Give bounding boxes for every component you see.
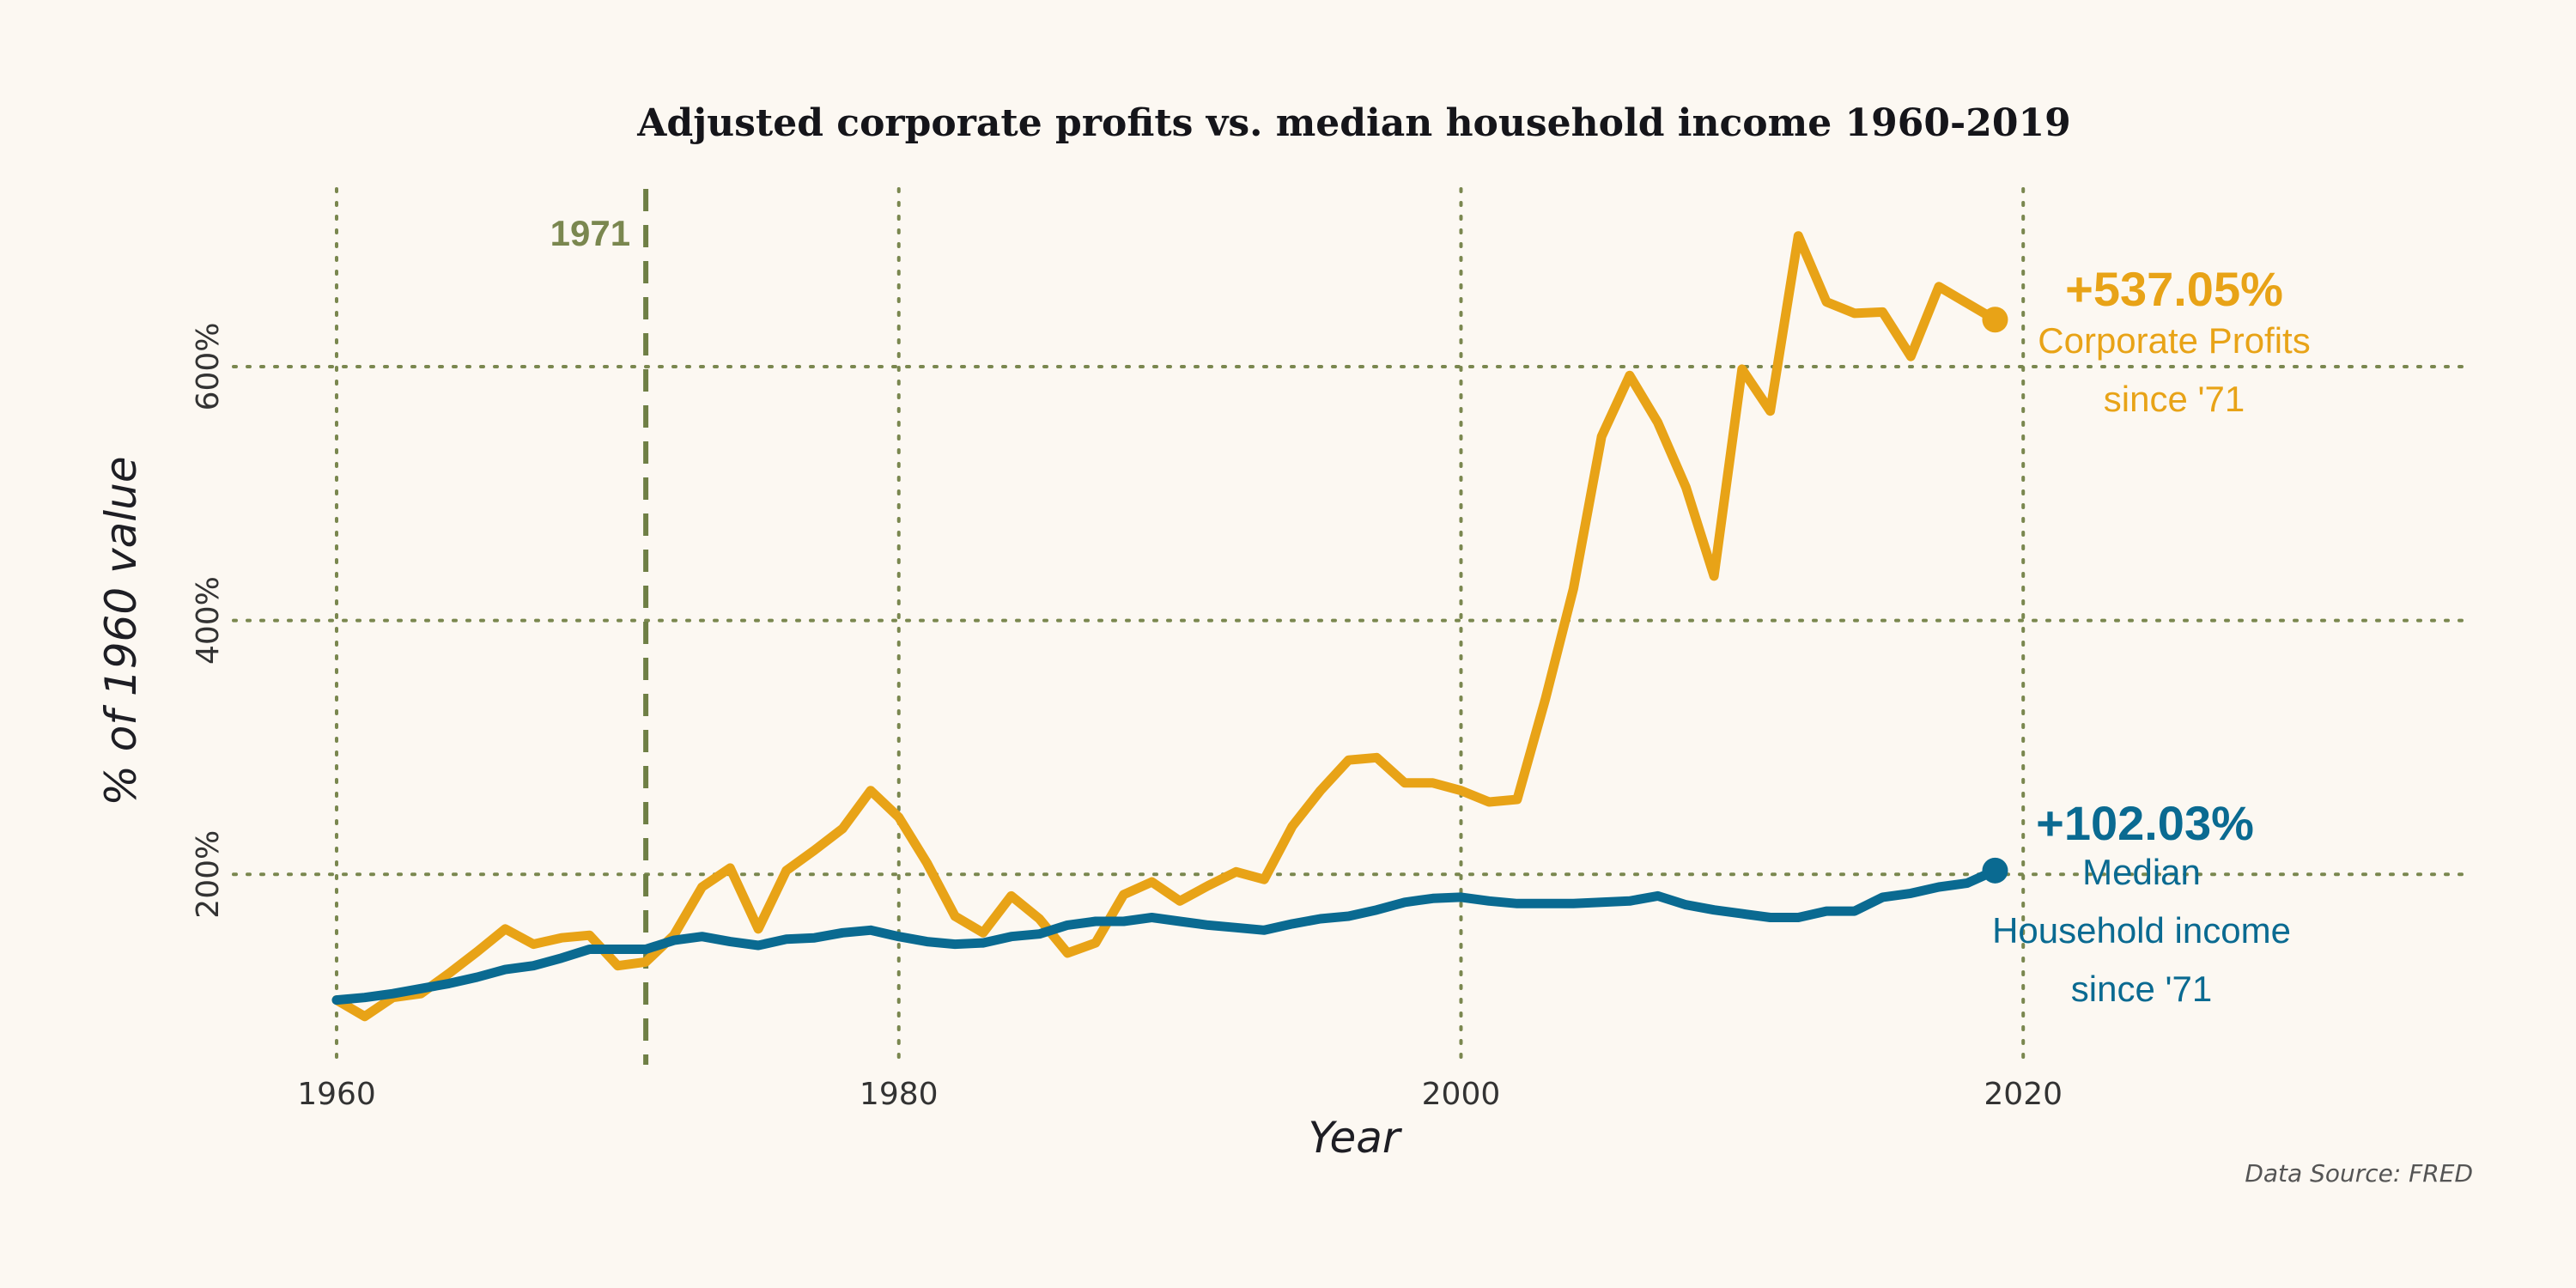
series-description-income: Household income	[1992, 910, 2291, 951]
chart-title: Adjusted corporate profits vs. median ho…	[636, 101, 2070, 145]
series-change-label-income: +102.03%	[2036, 796, 2254, 850]
x-axis-title: Year	[1308, 1113, 1402, 1163]
y-tick-label: 400%	[191, 576, 226, 665]
series-layer	[331, 231, 2008, 1022]
event-marker-label: 1971	[550, 213, 630, 253]
event-layer: 1971	[550, 189, 649, 1065]
series-description-profits: since '71	[2104, 379, 2245, 419]
tick-layer: 1960 1980 2000 2020 200% 400% 600%	[191, 322, 2063, 1112]
series-description-profits: Corporate Profits	[2038, 320, 2310, 361]
annotation-layer: +537.05%Corporate Profits since '71 +102.0…	[1992, 262, 2311, 1009]
series-change-label-profits: +537.05%	[2065, 262, 2283, 316]
series-end-point-income	[1982, 857, 2008, 884]
x-tick-label: 2020	[1984, 1077, 2063, 1112]
y-tick-label: 600%	[191, 322, 226, 410]
series-end-point-profits	[1982, 307, 2008, 333]
y-axis-title: % of 1960 value	[96, 456, 146, 805]
x-tick-label: 1960	[297, 1077, 376, 1112]
series-description-income: Median	[2082, 852, 2201, 892]
series-description-income: since '71	[2071, 969, 2212, 1009]
y-tick-label: 200%	[191, 830, 226, 919]
series-line-income	[331, 866, 2000, 1005]
x-tick-label: 1980	[860, 1077, 939, 1112]
x-tick-label: 2000	[1422, 1077, 1501, 1112]
grid-layer	[232, 187, 2475, 1066]
data-source-note: Data Source: FRED	[2245, 1159, 2473, 1188]
series-line-profits	[331, 231, 2000, 1022]
